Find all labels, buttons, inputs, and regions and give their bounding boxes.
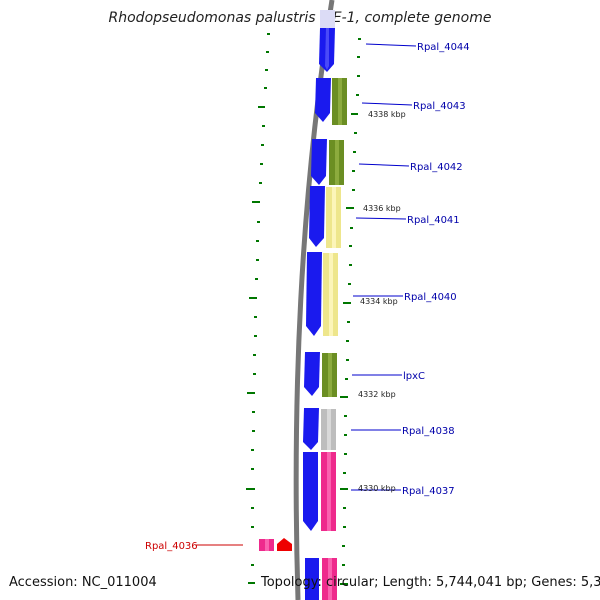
leader-lines xyxy=(196,43,417,546)
gene-label: lpxC xyxy=(403,371,425,382)
gene-rpal-4042[interactable] xyxy=(311,139,344,185)
gene-rpal-4041[interactable] xyxy=(309,186,341,248)
gene-label: Rpal_4037 xyxy=(402,486,455,497)
accession-text: Accession: NC_011004 xyxy=(9,575,157,590)
kbp-label: 4334 kbp xyxy=(360,297,398,306)
gene-label: Rpal_4040 xyxy=(404,292,457,303)
gene-rpal-4043[interactable] xyxy=(315,78,347,125)
kbp-label: 4332 kbp xyxy=(358,390,396,399)
kbp-label: 4338 kbp xyxy=(368,110,406,119)
kbp-labels: 4338 kbp 4336 kbp 4334 kbp 4332 kbp 4330… xyxy=(358,110,406,493)
gene-labels: Rpal_4044 Rpal_4043 Rpal_4042 Rpal_4041 … xyxy=(145,42,470,552)
minus-strand-ticks xyxy=(246,33,270,584)
kbp-label: 4330 kbp xyxy=(358,484,396,493)
gene-label: Rpal_4041 xyxy=(407,215,460,226)
gene-lpxc[interactable] xyxy=(304,352,337,397)
map-title: Rhodopseudomonas palustris TIE-1, comple… xyxy=(109,10,492,26)
topology-text: Topology: circular; Length: 5,744,041 bp… xyxy=(260,575,600,590)
gene-rpal-4044[interactable] xyxy=(319,10,335,72)
gene-rpal-4040[interactable] xyxy=(306,252,338,336)
gene-label: Rpal_4036 xyxy=(145,541,198,552)
plus-strand-ticks xyxy=(340,38,361,585)
gene-label: Rpal_4042 xyxy=(410,162,463,173)
gene-label: Rpal_4038 xyxy=(402,426,455,437)
gene-label: Rpal_4044 xyxy=(417,42,470,53)
gene-rpal-4036[interactable] xyxy=(259,538,292,551)
kbp-label: 4336 kbp xyxy=(363,204,401,213)
gene-label: Rpal_4043 xyxy=(413,101,466,112)
gene-rpal-4038[interactable] xyxy=(303,408,336,450)
gene-partial-bottom xyxy=(305,558,337,600)
gene-rpal-4037[interactable] xyxy=(303,452,336,531)
